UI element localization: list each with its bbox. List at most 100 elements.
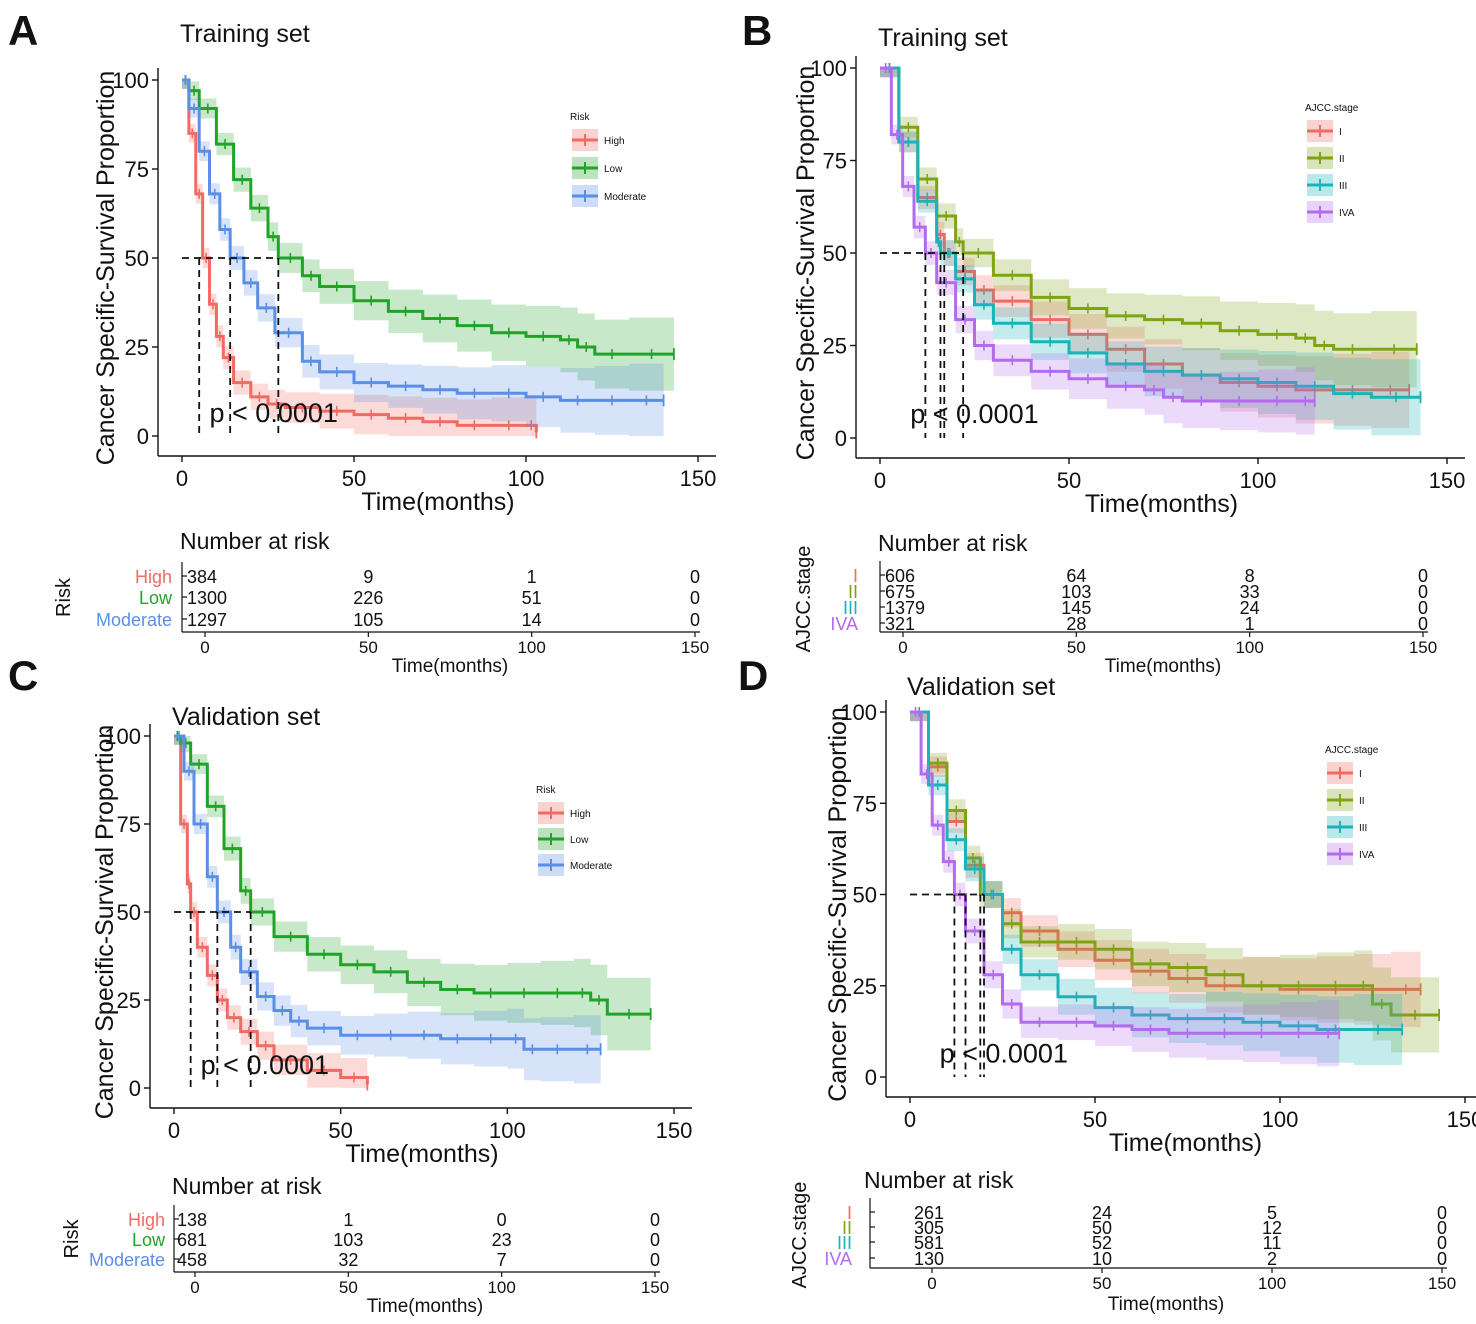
x-tick-label: 150	[656, 1118, 693, 1143]
p-value: p < 0.0001	[910, 399, 1038, 429]
ci-band-i	[910, 712, 1421, 1029]
panel-letter: D	[738, 652, 768, 699]
survival-curve-iva	[910, 710, 1340, 1035]
x-tick-label: 100	[1262, 1107, 1299, 1132]
risk-x-axis-title: Time(months)	[1105, 656, 1221, 677]
risk-count: 24	[1092, 1203, 1112, 1223]
panel-letter: C	[8, 652, 38, 699]
legend-label: IVA	[1339, 208, 1355, 219]
risk-count: 10	[1092, 1249, 1112, 1269]
y-tick-label: 50	[823, 241, 847, 266]
risk-count: 33	[1240, 582, 1260, 602]
legend-label: II	[1339, 154, 1345, 165]
y-tick-label: 75	[853, 791, 877, 816]
risk-count: 11	[1263, 1233, 1282, 1253]
risk-count: 384	[187, 567, 217, 587]
p-value: p < 0.0001	[210, 398, 338, 428]
risk-row-label: IVA	[824, 1249, 852, 1269]
risk-count: 2	[1267, 1249, 1277, 1269]
legend-label: II	[1359, 796, 1365, 807]
legend-label: High	[604, 136, 625, 147]
y-tick-label: 75	[117, 812, 141, 837]
x-tick-label: 150	[1429, 468, 1466, 493]
y-tick-label: 75	[125, 157, 149, 182]
risk-row-label: High	[128, 1210, 165, 1230]
x-tick-label: 100	[508, 466, 545, 491]
risk-table-y-title: AJCC.stage	[793, 546, 815, 653]
risk-row-label: III	[843, 598, 858, 618]
legend-label: I	[1359, 769, 1362, 780]
risk-count: 0	[1437, 1249, 1447, 1269]
legend-label: III	[1339, 181, 1347, 192]
risk-count: 138	[177, 1210, 207, 1230]
legend-label: III	[1359, 823, 1367, 834]
plot-title: Training set	[180, 20, 310, 48]
x-axis-title: Time(months)	[1109, 1129, 1262, 1157]
risk-x-axis-title: Time(months)	[1108, 1294, 1224, 1315]
ci-band-ii	[910, 712, 1440, 1056]
risk-x-tick-label: 0	[200, 638, 209, 657]
risk-row-label: I	[847, 1203, 852, 1223]
risk-count: 226	[353, 588, 383, 608]
risk-x-tick-label: 0	[190, 1278, 199, 1297]
panel-letter: A	[8, 7, 38, 54]
ci-band-low	[174, 736, 651, 1054]
risk-count: 0	[650, 1230, 660, 1250]
risk-x-tick-label: 100	[1258, 1274, 1286, 1293]
x-tick-label: 0	[168, 1118, 180, 1143]
risk-x-tick-label: 0	[898, 638, 907, 657]
survival-curve-high	[182, 78, 538, 433]
risk-count: 681	[177, 1230, 207, 1250]
risk-table-y-title: AJCC.stage	[789, 1182, 811, 1289]
x-tick-label: 0	[874, 468, 886, 493]
risk-count: 1	[1245, 614, 1255, 634]
risk-x-tick-label: 50	[1067, 638, 1086, 657]
risk-table-y-title: Risk	[61, 1219, 83, 1259]
y-tick-label: 25	[823, 334, 847, 359]
x-axis-title: Time(months)	[361, 488, 514, 516]
risk-count: 0	[497, 1210, 507, 1230]
ci-band-low	[182, 80, 674, 394]
risk-count: 14	[522, 610, 542, 630]
risk-count: 5	[1267, 1203, 1277, 1223]
risk-count: 28	[1066, 614, 1086, 634]
survival-curve-low	[182, 78, 674, 356]
risk-count: 103	[1061, 582, 1091, 602]
x-tick-label: 50	[1083, 1107, 1107, 1132]
y-tick-label: 50	[117, 900, 141, 925]
p-value: p < 0.0001	[201, 1050, 329, 1080]
legend-label: Moderate	[570, 861, 613, 872]
risk-table-title: Number at risk	[864, 1167, 1014, 1193]
survival-curve-low	[174, 734, 651, 1016]
legend-label: Moderate	[604, 192, 647, 203]
risk-count: 64	[1066, 566, 1086, 586]
survival-curve-iii	[880, 66, 1421, 399]
risk-count: 0	[1437, 1233, 1447, 1253]
risk-count: 0	[1437, 1218, 1447, 1238]
risk-x-axis-title: Time(months)	[392, 656, 508, 677]
risk-count: 145	[1061, 598, 1091, 618]
x-tick-label: 100	[1240, 468, 1277, 493]
y-tick-label: 0	[835, 426, 847, 451]
risk-count: 51	[522, 588, 542, 608]
risk-count: 0	[1418, 566, 1428, 586]
risk-x-tick-label: 150	[1428, 1274, 1456, 1293]
y-tick-label: 0	[137, 424, 149, 449]
y-tick-label: 25	[125, 335, 149, 360]
risk-count: 130	[914, 1249, 944, 1269]
x-tick-label: 150	[1447, 1107, 1476, 1132]
risk-x-tick-label: 150	[681, 638, 709, 657]
risk-count: 32	[338, 1250, 358, 1270]
legend-title: AJCC.stage	[1325, 745, 1379, 756]
y-tick-label: 100	[112, 68, 149, 93]
plot-title: Training set	[878, 24, 1008, 52]
risk-count: 0	[650, 1250, 660, 1270]
survival-curve-iva	[880, 66, 1315, 403]
risk-count: 8	[1245, 566, 1255, 586]
ci-band-iii	[910, 712, 1403, 1068]
y-tick-label: 0	[865, 1065, 877, 1090]
risk-count: 261	[914, 1203, 944, 1223]
p-value: p < 0.0001	[940, 1038, 1068, 1068]
y-tick-label: 100	[840, 700, 877, 725]
